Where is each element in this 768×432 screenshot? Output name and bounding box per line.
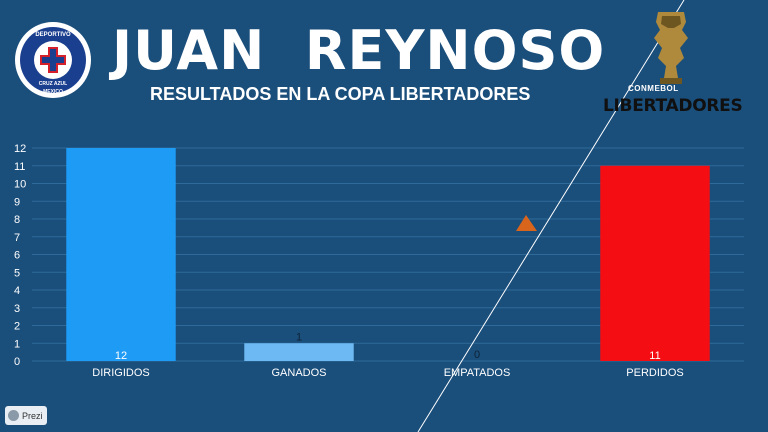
y-tick-label: 10 <box>14 179 26 191</box>
bar-perdidos <box>600 165 710 361</box>
x-tick-label: DIRIGIDOS <box>92 367 149 379</box>
y-tick-label: 9 <box>14 196 20 208</box>
page-title: JUAN REYNOSO <box>112 19 606 82</box>
crest-text-bottom: MEXICO <box>43 89 63 95</box>
y-tick-label: 11 <box>14 161 25 173</box>
triangle-marker <box>516 215 537 231</box>
y-tick-label: 3 <box>14 303 20 315</box>
y-tick-label: 12 <box>14 143 26 155</box>
crest-text-top: DEPORTIVO <box>35 32 71 38</box>
y-tick-label: 5 <box>14 267 20 279</box>
y-tick-label: 8 <box>14 214 20 226</box>
y-tick-label: 2 <box>14 321 20 333</box>
copa-libertadores-trophy-icon <box>654 12 688 84</box>
data-label: 11 <box>649 350 660 362</box>
x-tick-label: EMPATADOS <box>444 367 511 379</box>
bar-dirigidos <box>66 148 176 361</box>
x-tick-label: PERDIDOS <box>626 367 683 379</box>
y-tick-label: 6 <box>14 250 20 262</box>
y-tick-label: 4 <box>14 285 20 297</box>
prezi-label: Prezi <box>22 410 43 421</box>
y-tick-label: 1 <box>14 338 20 350</box>
prezi-icon <box>8 410 19 421</box>
logo-caption: CONMEBOL <box>628 84 679 93</box>
page-subtitle: RESULTADOS EN LA COPA LIBERTADORES <box>150 84 531 104</box>
prezi-badge[interactable]: Prezi <box>5 406 47 425</box>
x-tick-label: GANADOS <box>271 367 326 379</box>
diagonal-line <box>417 0 685 432</box>
crest-text-mid: CRUZ AZUL <box>39 81 67 87</box>
y-tick-label: 7 <box>14 232 20 244</box>
data-label: 0 <box>474 349 480 361</box>
bar-ganados <box>244 343 354 361</box>
data-label: 12 <box>115 350 127 362</box>
cruz-azul-crest-icon: DEPORTIVO CRUZ AZUL MEXICO <box>15 22 91 98</box>
data-label: 1 <box>296 331 302 343</box>
y-tick-label: 0 <box>14 356 20 368</box>
logo-name: LIBERTADORES <box>603 96 743 116</box>
